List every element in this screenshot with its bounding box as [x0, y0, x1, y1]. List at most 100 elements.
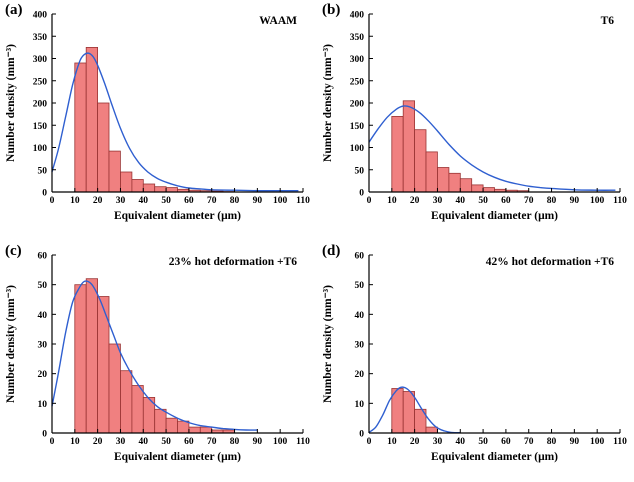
svg-text:20: 20	[38, 370, 48, 380]
svg-text:20: 20	[355, 370, 365, 380]
svg-text:40: 40	[456, 196, 466, 206]
svg-text:20: 20	[93, 437, 103, 447]
svg-text:20: 20	[410, 437, 420, 447]
svg-text:0: 0	[42, 189, 47, 199]
svg-text:350: 350	[33, 33, 48, 43]
svg-text:100: 100	[590, 437, 605, 447]
svg-text:50: 50	[38, 281, 48, 291]
svg-text:60: 60	[355, 252, 365, 262]
svg-text:10: 10	[70, 437, 80, 447]
svg-text:200: 200	[350, 100, 365, 110]
svg-text:70: 70	[207, 437, 217, 447]
svg-text:200: 200	[33, 100, 48, 110]
svg-text:0: 0	[42, 430, 47, 440]
panel-c-title: 23% hot deformation +T6	[168, 256, 297, 268]
svg-text:40: 40	[38, 311, 48, 321]
svg-text:0: 0	[50, 437, 55, 447]
svg-text:400: 400	[33, 11, 48, 21]
svg-text:100: 100	[273, 437, 288, 447]
svg-text:Number density (mm⁻³): Number density (mm⁻³)	[5, 44, 17, 162]
svg-text:90: 90	[570, 196, 580, 206]
svg-text:10: 10	[387, 437, 397, 447]
svg-text:20: 20	[410, 196, 420, 206]
svg-text:70: 70	[524, 437, 534, 447]
svg-text:100: 100	[590, 196, 605, 206]
panel-c-label: (c)	[5, 243, 22, 259]
panel-b-label: (b)	[322, 2, 341, 18]
panel-d-chart: 0 10 20 30 40 50 60 70 80 90 100 110 0 10 20 30 40 50 60 Eq…	[322, 252, 627, 464]
svg-text:Number density (mm⁻³): Number density (mm⁻³)	[322, 285, 334, 403]
svg-text:0: 0	[359, 430, 364, 440]
svg-text:110: 110	[296, 437, 310, 447]
svg-text:60: 60	[501, 196, 511, 206]
svg-text:90: 90	[253, 437, 263, 447]
panel-b: (b) T6 0 10 20 30 40 50 60 70 80 90 100 110 0 50 100 15…	[317, 0, 634, 241]
svg-text:300: 300	[350, 55, 365, 65]
svg-text:80: 80	[547, 437, 557, 447]
svg-text:100: 100	[33, 144, 48, 154]
svg-text:250: 250	[350, 77, 365, 87]
panel-d-label: (d)	[322, 243, 341, 259]
svg-text:80: 80	[547, 196, 557, 206]
svg-text:0: 0	[367, 437, 372, 447]
panel-b-chart: 0 10 20 30 40 50 60 70 80 90 100 110 0 50 100 150 200 250…	[322, 11, 627, 223]
svg-text:40: 40	[139, 437, 149, 447]
panel-b-title: T6	[600, 15, 614, 27]
svg-text:50: 50	[478, 437, 488, 447]
svg-text:110: 110	[613, 437, 627, 447]
svg-text:80: 80	[230, 196, 240, 206]
panel-d: (d) 42% hot deformation +T6 0 10 20 30 40 50 6…	[317, 241, 634, 482]
svg-text:30: 30	[116, 437, 126, 447]
svg-text:10: 10	[387, 196, 397, 206]
svg-text:150: 150	[350, 122, 365, 132]
panel-a-label: (a)	[5, 2, 23, 18]
svg-text:50: 50	[355, 166, 365, 176]
svg-text:110: 110	[613, 196, 627, 206]
svg-text:Number density (mm⁻³): Number density (mm⁻³)	[5, 285, 17, 403]
svg-text:10: 10	[355, 400, 365, 410]
svg-text:250: 250	[33, 77, 48, 87]
svg-text:0: 0	[50, 196, 55, 206]
svg-text:40: 40	[456, 437, 466, 447]
svg-text:60: 60	[184, 196, 194, 206]
panel-d-title: 42% hot deformation +T6	[485, 256, 614, 268]
svg-text:70: 70	[207, 196, 217, 206]
svg-text:50: 50	[38, 166, 48, 176]
svg-text:60: 60	[38, 252, 48, 262]
svg-text:30: 30	[433, 196, 443, 206]
svg-text:30: 30	[38, 341, 48, 351]
svg-text:150: 150	[33, 122, 48, 132]
svg-text:400: 400	[350, 11, 365, 21]
svg-text:0: 0	[359, 189, 364, 199]
svg-text:20: 20	[93, 196, 103, 206]
svg-text:40: 40	[355, 311, 365, 321]
svg-text:Equivalent diameter (μm): Equivalent diameter (μm)	[114, 210, 241, 222]
panel-c: (c) 23% hot deformation +T6 0 10 20 30 40 50 6…	[0, 241, 317, 482]
svg-text:110: 110	[296, 196, 310, 206]
panel-a-chart: 0 10 20 30 40 50 60 70 80 90 100 110 0 50 100 150 200 250…	[5, 11, 310, 223]
svg-text:Number density (mm⁻³): Number density (mm⁻³)	[322, 44, 334, 162]
svg-text:50: 50	[355, 281, 365, 291]
svg-text:10: 10	[38, 400, 48, 410]
svg-text:80: 80	[230, 437, 240, 447]
panel-c-chart: 0 10 20 30 40 50 60 70 80 90 100 110 0 10 20 30 40 50 60 Eq…	[5, 252, 310, 464]
svg-text:350: 350	[350, 33, 365, 43]
svg-text:70: 70	[524, 196, 534, 206]
svg-text:30: 30	[116, 196, 126, 206]
svg-text:100: 100	[350, 144, 365, 154]
svg-text:40: 40	[139, 196, 149, 206]
svg-text:90: 90	[253, 196, 263, 206]
svg-text:10: 10	[70, 196, 80, 206]
svg-text:50: 50	[161, 196, 171, 206]
svg-text:50: 50	[161, 437, 171, 447]
panel-a-title: WAAM	[259, 15, 297, 27]
svg-text:Equivalent diameter (μm): Equivalent diameter (μm)	[114, 451, 241, 463]
svg-text:100: 100	[273, 196, 288, 206]
svg-text:90: 90	[570, 437, 580, 447]
svg-text:60: 60	[184, 437, 194, 447]
svg-text:300: 300	[33, 55, 48, 65]
svg-text:Equivalent diameter (μm): Equivalent diameter (μm)	[431, 210, 558, 222]
panel-a: (a) WAAM 0 10 20 30 40 50 60 70 80 90 100 110 0 50 100…	[0, 0, 317, 241]
svg-text:Equivalent diameter (μm): Equivalent diameter (μm)	[431, 451, 558, 463]
